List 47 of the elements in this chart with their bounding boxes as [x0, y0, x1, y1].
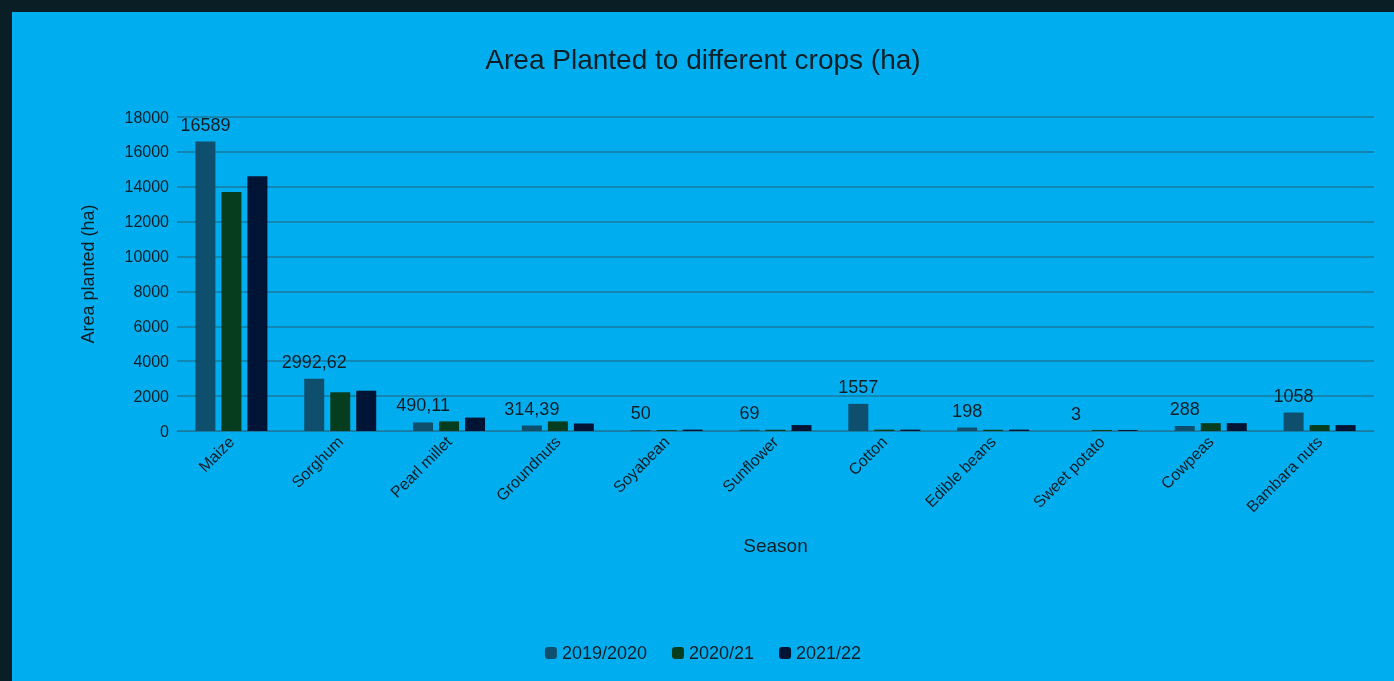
data-label: 1058	[1273, 385, 1314, 406]
data-label: 288	[1169, 398, 1200, 419]
data-label: 2992,62	[281, 351, 347, 372]
bar	[330, 392, 351, 431]
data-label: 490,11	[396, 395, 450, 416]
bar	[521, 425, 542, 431]
bar	[1335, 425, 1356, 431]
bar	[195, 141, 216, 431]
data-label: 69	[739, 402, 760, 423]
legend-label: 2020/21	[688, 643, 755, 663]
legend-label: 2019/2020	[561, 643, 647, 663]
bar	[465, 417, 486, 431]
bar	[413, 422, 434, 431]
y-tick-label: 4000	[133, 352, 170, 370]
y-axis-title: Area planted (ha)	[78, 204, 98, 344]
legend-label: 2021/22	[796, 643, 862, 663]
bar	[1200, 423, 1221, 431]
y-tick-label: 2000	[133, 387, 170, 405]
y-tick-label: 10000	[124, 248, 170, 266]
y-tick-label: 18000	[124, 108, 170, 126]
chart-title: Area Planted to different crops (ha)	[485, 43, 921, 75]
y-tick-label: 16000	[124, 143, 170, 161]
bar	[247, 176, 268, 431]
data-label: 16589	[180, 114, 231, 135]
bar	[848, 403, 869, 431]
bar	[791, 425, 812, 431]
bar	[573, 423, 594, 431]
data-label: 314,39	[504, 398, 560, 419]
bar	[1174, 425, 1195, 431]
y-tick-label: 8000	[133, 282, 170, 300]
bar	[1226, 423, 1247, 431]
y-tick-label: 0	[160, 422, 170, 440]
bar	[547, 421, 568, 431]
bar	[439, 421, 460, 431]
y-tick-label: 6000	[133, 317, 170, 335]
data-label: 3	[1070, 403, 1081, 424]
bar	[221, 192, 242, 431]
bar	[1283, 412, 1304, 431]
bar	[1309, 425, 1330, 431]
bar	[304, 378, 325, 431]
data-label: 50	[630, 403, 651, 424]
bar	[356, 390, 377, 431]
x-axis-title: Season	[743, 535, 808, 556]
data-label: 1557	[838, 376, 879, 397]
y-tick-label: 14000	[124, 178, 170, 196]
y-tick-label: 12000	[124, 213, 170, 231]
data-label: 198	[952, 400, 983, 421]
